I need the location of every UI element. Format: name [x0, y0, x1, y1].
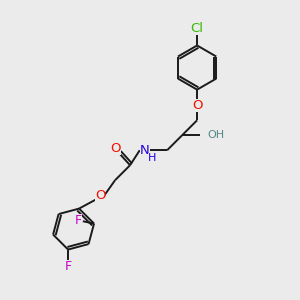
Text: F: F	[75, 214, 82, 227]
Text: Cl: Cl	[190, 22, 204, 35]
Text: OH: OH	[207, 130, 224, 140]
Text: O: O	[110, 142, 121, 155]
Text: N: N	[140, 144, 150, 157]
Text: F: F	[64, 260, 72, 273]
Text: O: O	[192, 99, 202, 112]
Text: H: H	[148, 153, 157, 163]
Text: O: O	[95, 189, 105, 202]
